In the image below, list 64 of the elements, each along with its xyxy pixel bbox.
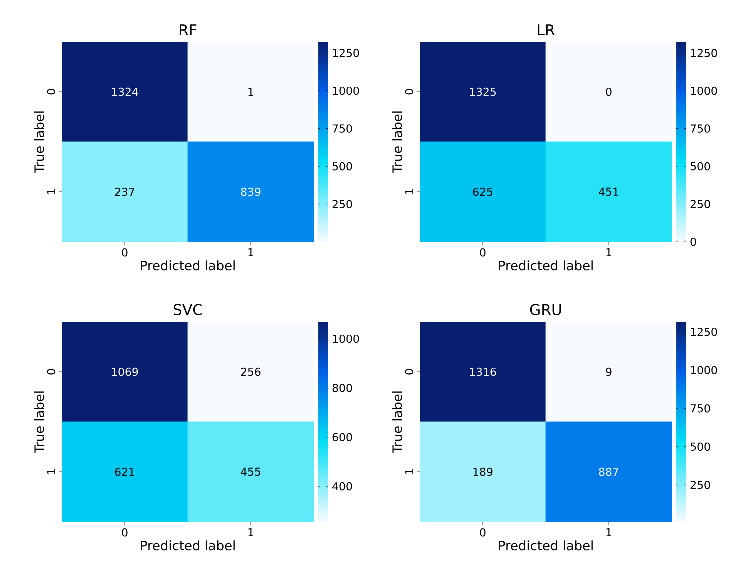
data-label: 237	[115, 188, 135, 196]
y-tick-label: 1	[48, 190, 56, 194]
y-axis-title: True label	[392, 392, 402, 454]
data-label: 9	[606, 368, 612, 376]
x-axis-title: Predicted label	[141, 540, 235, 551]
color-bar-label: 400	[332, 482, 352, 491]
y-tick-label: 1	[48, 470, 56, 474]
color-bar-label: 1250	[691, 49, 718, 58]
y-axis-title: True label	[34, 112, 44, 174]
color-bar-label: 750	[690, 124, 710, 133]
y-tick-label: 0	[47, 89, 56, 95]
data-label: 189	[474, 468, 493, 476]
x-tick-label: 1	[248, 248, 254, 256]
y-tick-label: 0	[47, 369, 56, 375]
color-bar-label: 750	[332, 124, 352, 133]
x-tick-label: 0	[480, 248, 486, 257]
x-tick-label: 0	[480, 528, 486, 537]
color-bar-label: 500	[332, 162, 352, 171]
color-bar-label: 1250	[333, 49, 360, 58]
chart-title: LR	[538, 24, 555, 36]
color-bar-label: 750	[690, 404, 710, 413]
x-tick-label: 1	[248, 528, 254, 536]
color-bar-label: 250	[332, 200, 352, 208]
x-tick-label: 1	[606, 248, 612, 256]
color-bar-label: 1000	[333, 334, 360, 344]
color-bar-label: 1250	[691, 328, 718, 336]
data-label: 1069	[112, 368, 138, 376]
y-axis-title: True label	[34, 392, 44, 454]
y-tick-label: 0	[405, 369, 414, 375]
data-label: 621	[115, 468, 134, 476]
color-bar-label: 500	[690, 442, 710, 452]
x-axis-title: Predicted label	[141, 260, 235, 271]
data-label: 451	[599, 188, 618, 196]
color-bar-label: 1000	[691, 86, 718, 96]
color-bar-label: 1000	[333, 86, 360, 96]
color-bar-label: 600	[332, 433, 352, 442]
y-tick-label: 0	[405, 89, 414, 95]
chart-title: SVC	[174, 304, 202, 316]
y-axis-title: True label	[392, 112, 402, 174]
color-bar-label: 250	[690, 480, 710, 490]
x-tick-label: 0	[122, 248, 128, 257]
data-label: 0	[606, 88, 612, 96]
data-label: 455	[241, 468, 260, 476]
x-tick-label: 0	[122, 528, 128, 537]
data-label: 625	[473, 188, 492, 196]
x-tick-label: 1	[606, 528, 612, 536]
chart-title: RF	[180, 24, 197, 36]
data-label: 839	[241, 188, 261, 196]
data-label: 1316	[470, 368, 496, 376]
data-label: 256	[241, 368, 261, 376]
color-bar-label: 1000	[691, 366, 718, 374]
color-bar-label: 500	[690, 162, 710, 171]
x-axis-title: Predicted label	[499, 260, 593, 271]
y-tick-label: 1	[406, 190, 414, 194]
data-label: 1	[248, 88, 254, 96]
x-axis-title: Predicted label	[499, 540, 593, 551]
color-bar-label: 250	[690, 200, 710, 208]
data-label: 1324	[112, 88, 138, 96]
chart-title: GRU	[530, 304, 562, 316]
color-bar-label: 800	[332, 384, 352, 392]
y-tick-label: 1	[406, 470, 414, 474]
data-label: 887	[599, 468, 619, 476]
data-label: 1325	[470, 88, 496, 96]
color-bar-label: 0	[690, 238, 696, 246]
